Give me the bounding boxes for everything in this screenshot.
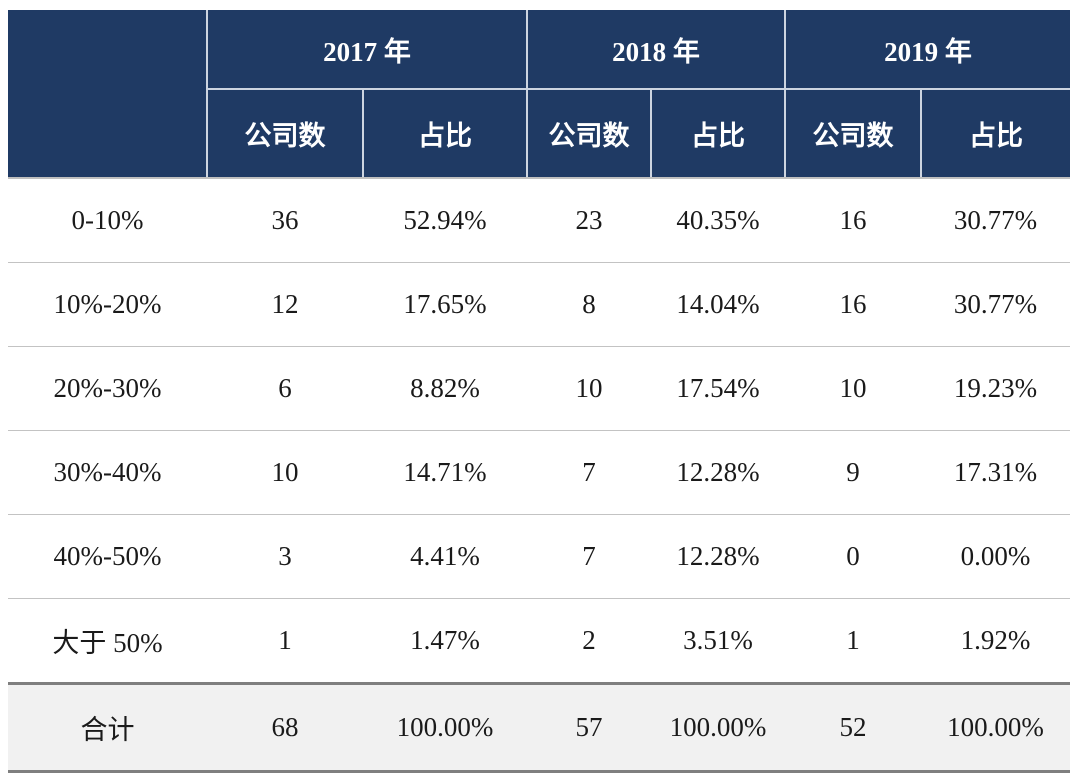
cell-value: 7 <box>527 514 651 599</box>
cell-value: 17.54% <box>651 346 785 431</box>
cell-value: 1.92% <box>921 598 1070 684</box>
total-row: 合计 68 100.00% 57 100.00% 52 100.00% <box>8 682 1070 773</box>
cell-value: 16 <box>785 178 921 263</box>
corner-cell <box>8 10 208 179</box>
year-header-row: 2017 年 2018 年 2019 年 <box>8 10 1070 179</box>
cell-value: 52.94% <box>363 178 527 263</box>
row-label: 30%-40% <box>8 430 207 515</box>
table-row: 30%-40% 10 14.71% 7 12.28% 9 17.31% <box>8 430 1070 515</box>
cell-value: 30.77% <box>921 178 1070 263</box>
subheader-share-2019: 占比 <box>920 89 1070 179</box>
subheader-company-count-2019: 公司数 <box>784 89 921 179</box>
cell-value: 4.41% <box>363 514 527 599</box>
company-share-distribution-table: 2017 年 2018 年 2019 年 公司数 占比 公司数 占比 公司数 占… <box>8 10 1070 773</box>
subheader-share-2018: 占比 <box>650 89 785 179</box>
year-header-2017: 2017 年 <box>206 10 527 90</box>
cell-value: 1.47% <box>363 598 527 684</box>
subheader-row: 公司数 占比 公司数 占比 公司数 占比 <box>8 89 1070 179</box>
subheader-share-2017: 占比 <box>362 89 527 179</box>
year-header-2019: 2019 年 <box>784 10 1070 90</box>
cell-value: 1 <box>207 598 363 684</box>
table-row: 0-10% 36 52.94% 23 40.35% 16 30.77% <box>8 178 1070 263</box>
cell-value: 3 <box>207 514 363 599</box>
table-header: 2017 年 2018 年 2019 年 公司数 占比 公司数 占比 公司数 占… <box>8 10 1070 179</box>
row-label: 10%-20% <box>8 262 207 347</box>
cell-value: 14.71% <box>363 430 527 515</box>
cell-value: 9 <box>785 430 921 515</box>
cell-value: 17.65% <box>363 262 527 347</box>
row-label: 20%-30% <box>8 346 207 431</box>
total-value: 57 <box>527 682 651 773</box>
total-value: 52 <box>785 682 921 773</box>
year-header-2018: 2018 年 <box>526 10 785 90</box>
cell-value: 2 <box>527 598 651 684</box>
row-label: 0-10% <box>8 178 207 263</box>
subheader-company-count-2017: 公司数 <box>206 89 363 179</box>
table-row: 40%-50% 3 4.41% 7 12.28% 0 0.00% <box>8 514 1070 599</box>
cell-value: 23 <box>527 178 651 263</box>
cell-value: 19.23% <box>921 346 1070 431</box>
total-value: 68 <box>207 682 363 773</box>
cell-value: 7 <box>527 430 651 515</box>
row-label: 大于 50% <box>8 598 207 684</box>
total-value: 100.00% <box>921 682 1070 773</box>
total-value: 100.00% <box>363 682 527 773</box>
cell-value: 8.82% <box>363 346 527 431</box>
table-row: 10%-20% 12 17.65% 8 14.04% 16 30.77% <box>8 262 1070 347</box>
cell-value: 10 <box>785 346 921 431</box>
cell-value: 12.28% <box>651 430 785 515</box>
cell-value: 0 <box>785 514 921 599</box>
cell-value: 10 <box>207 430 363 515</box>
cell-value: 12.28% <box>651 514 785 599</box>
table-row: 大于 50% 1 1.47% 2 3.51% 1 1.92% <box>8 598 1070 684</box>
table-body: 0-10% 36 52.94% 23 40.35% 16 30.77% 10%-… <box>8 178 1070 773</box>
cell-value: 30.77% <box>921 262 1070 347</box>
cell-value: 12 <box>207 262 363 347</box>
cell-value: 3.51% <box>651 598 785 684</box>
cell-value: 8 <box>527 262 651 347</box>
cell-value: 36 <box>207 178 363 263</box>
cell-value: 10 <box>527 346 651 431</box>
cell-value: 0.00% <box>921 514 1070 599</box>
total-label: 合计 <box>8 682 207 773</box>
cell-value: 16 <box>785 262 921 347</box>
cell-value: 17.31% <box>921 430 1070 515</box>
table-row: 20%-30% 6 8.82% 10 17.54% 10 19.23% <box>8 346 1070 431</box>
cell-value: 14.04% <box>651 262 785 347</box>
row-label: 40%-50% <box>8 514 207 599</box>
total-value: 100.00% <box>651 682 785 773</box>
cell-value: 40.35% <box>651 178 785 263</box>
cell-value: 6 <box>207 346 363 431</box>
subheader-company-count-2018: 公司数 <box>526 89 651 179</box>
cell-value: 1 <box>785 598 921 684</box>
